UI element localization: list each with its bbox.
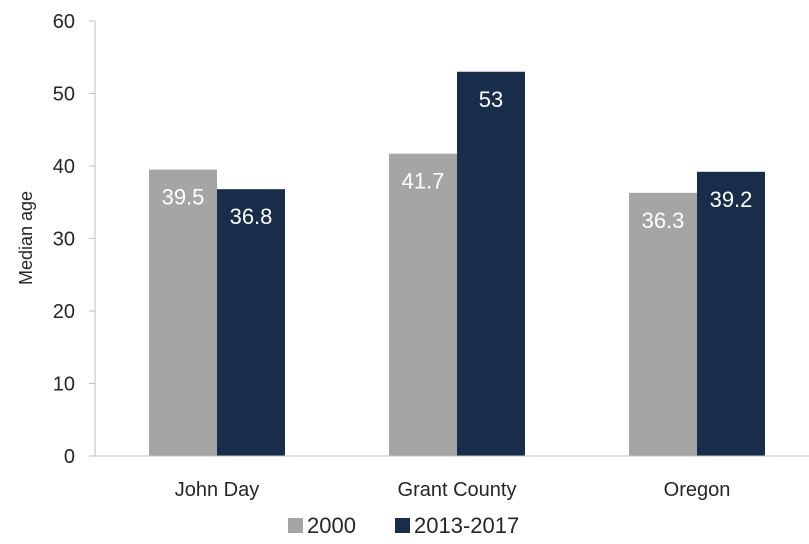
y-tick-label: 30: [53, 229, 75, 251]
legend-label: 2000: [307, 513, 356, 538]
data-label: 39.5: [162, 185, 205, 210]
legend-label: 2013-2017: [414, 513, 519, 538]
data-label: 39.2: [710, 187, 753, 212]
bar-2000-oregon: [629, 192, 697, 456]
legend: 2000 2013-2017: [288, 513, 519, 538]
bar-2000-john-day: [149, 169, 217, 456]
data-label: 36.3: [642, 208, 685, 233]
bar-2000-grant-county: [389, 153, 457, 457]
y-tick-label: 20: [53, 301, 75, 323]
x-category-label: John Day: [175, 479, 260, 501]
bar-2013-2017-oregon: [697, 171, 765, 457]
legend-swatch: [288, 518, 303, 533]
y-axis: 0 10 20 30 40 50 60: [53, 11, 96, 468]
bar-2013-2017-john-day: [217, 189, 285, 456]
bar-2013-2017-grant-county: [457, 71, 525, 456]
legend-swatch: [395, 518, 410, 533]
y-tick-label: 40: [53, 156, 75, 178]
y-tick-label: 0: [64, 446, 75, 468]
y-tick-label: 60: [53, 11, 75, 33]
data-label: 36.8: [230, 204, 273, 229]
y-tick-label: 10: [53, 374, 75, 396]
data-label: 41.7: [402, 169, 445, 194]
y-axis-label: Median age: [16, 191, 36, 285]
data-labels: 39.5 36.8 41.7 53 36.3 39.2: [162, 87, 753, 233]
x-axis: John Day Grant County Oregon: [95, 455, 809, 501]
y-tick-label: 50: [53, 84, 75, 106]
x-category-label: Oregon: [664, 479, 731, 501]
x-category-label: Grant County: [398, 479, 517, 501]
bars: [149, 71, 765, 457]
data-label: 53: [479, 87, 503, 112]
